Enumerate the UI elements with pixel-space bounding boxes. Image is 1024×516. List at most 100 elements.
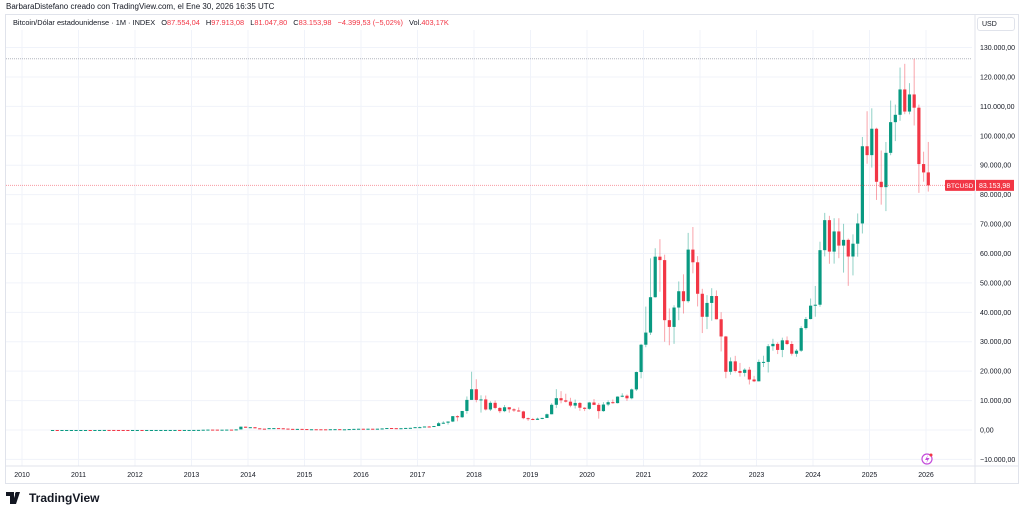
candle-down <box>752 375 756 383</box>
lightning-bolt <box>925 455 930 464</box>
candle-up <box>535 417 540 420</box>
candle-body <box>145 429 149 431</box>
candle-down <box>258 428 262 430</box>
candle-up <box>479 395 483 413</box>
candle-up <box>182 429 186 431</box>
candle-up <box>870 108 874 168</box>
candle-down <box>827 215 832 264</box>
y-tick-label: 20.000,00 <box>980 369 1011 376</box>
candle-up <box>813 285 817 317</box>
candle-body <box>658 256 662 261</box>
candle-up <box>309 429 314 431</box>
candle-down <box>116 429 121 431</box>
tradingview-logo[interactable]: TradingView <box>6 491 99 505</box>
candle-body <box>502 407 507 412</box>
candle-body <box>804 319 808 329</box>
candle-down <box>733 355 737 373</box>
y-tick-label: 30.000,00 <box>980 339 1011 346</box>
currency-selector[interactable]: USD <box>977 17 1015 31</box>
candle-up <box>469 371 474 400</box>
candle-down <box>785 336 789 346</box>
candle-body <box>903 89 907 112</box>
candle-body <box>573 402 577 406</box>
candle-body <box>394 428 398 430</box>
candle-body <box>926 172 930 186</box>
candle-up <box>65 429 69 431</box>
candle-up <box>818 241 822 307</box>
candle-body <box>714 296 719 320</box>
candle-body <box>578 402 582 408</box>
candle-body <box>884 152 888 188</box>
candle-body <box>262 428 267 430</box>
candle-body <box>149 429 154 431</box>
candle-down <box>719 312 723 352</box>
candle-body <box>790 343 794 354</box>
candle-body <box>644 332 648 345</box>
symbol-tag-bg <box>945 179 975 191</box>
candle-down <box>903 63 907 115</box>
volume-value: 403,17K <box>421 18 449 27</box>
candle-body <box>239 426 243 430</box>
candle-down <box>140 429 144 431</box>
candle-body <box>248 427 252 429</box>
lightning-icon[interactable] <box>921 453 933 465</box>
candle-body <box>291 428 295 430</box>
candle-down <box>112 429 116 431</box>
candle-down <box>281 428 285 430</box>
x-tick-label: 2011 <box>71 472 86 479</box>
candle-body <box>874 128 879 182</box>
candle-body <box>154 429 158 431</box>
candle-up <box>168 429 172 431</box>
y-tick-label: 60.000,00 <box>980 251 1011 258</box>
candle-body <box>648 297 653 333</box>
candle-body <box>743 369 747 373</box>
candle-body <box>65 429 69 431</box>
candle-body <box>286 428 290 430</box>
symbol-description[interactable]: Bitcoin/Dólar estadounidense · 1M · INDE… <box>13 18 156 27</box>
candle-body <box>785 340 789 344</box>
candle-down <box>597 402 601 419</box>
candle-body <box>686 249 690 302</box>
candle-body <box>615 396 620 404</box>
candle-body <box>371 428 375 430</box>
candle-up <box>893 104 897 142</box>
candle-body <box>375 428 380 430</box>
candle-up <box>399 428 403 430</box>
candle-up <box>135 429 139 431</box>
candle-down <box>507 407 511 413</box>
candle-body <box>479 399 483 401</box>
x-tick-label: 2015 <box>297 472 313 479</box>
candle-down <box>338 429 342 431</box>
candle-body <box>738 371 742 373</box>
candle-up <box>648 258 653 335</box>
candle-down <box>921 151 926 182</box>
candle-body <box>587 402 591 409</box>
candle-up <box>437 421 441 427</box>
candle-body <box>535 418 540 420</box>
candle-down <box>262 428 267 430</box>
candle-body <box>889 122 893 153</box>
candle-body <box>206 429 210 431</box>
candle-up <box>488 401 493 412</box>
candle-body <box>347 429 351 431</box>
candle-body <box>380 428 384 430</box>
candle-body <box>870 128 874 156</box>
candle-up <box>375 428 380 430</box>
candle-body <box>813 304 817 306</box>
close-label: C <box>293 18 299 27</box>
candle-body <box>710 296 714 303</box>
candle-down <box>564 393 568 403</box>
candle-up <box>187 429 191 431</box>
candle-down <box>912 58 916 126</box>
candle-up <box>823 212 827 257</box>
candle-body <box>498 407 502 412</box>
candle-up <box>225 429 229 431</box>
candle-body <box>912 94 916 108</box>
candle-body <box>921 164 926 173</box>
candle-down <box>215 429 219 431</box>
candle-up <box>851 234 855 276</box>
candle-body <box>187 429 191 431</box>
candle-up <box>884 141 888 212</box>
high-label: H <box>205 18 212 27</box>
